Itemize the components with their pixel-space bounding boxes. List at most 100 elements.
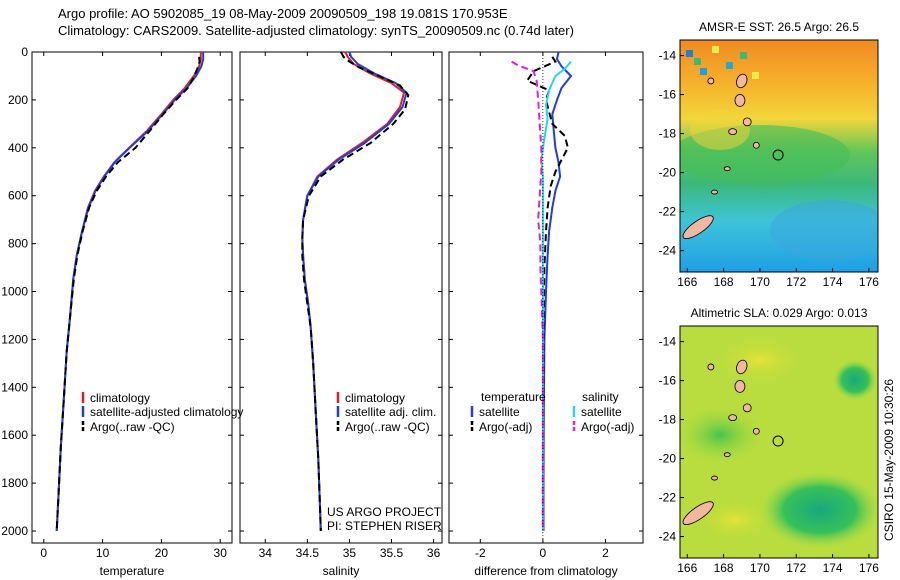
- difference-xtick-label: 0: [540, 546, 547, 560]
- sst-map-ytick-label: -20: [659, 166, 677, 180]
- sla-map-xtick-label: 170: [750, 561, 770, 575]
- temperature-panel: 0 10 20 30 0 200 400 600 800 1000 1200 1400 1600 1800…: [1, 45, 233, 578]
- temperature-xtick-label: 10: [96, 546, 110, 560]
- island: [734, 380, 746, 393]
- legend-temp-argo-label: Argo(..raw -QC): [90, 420, 175, 434]
- sla-map-ytick-label: -16: [659, 374, 677, 388]
- difference-xlabel: difference from climatology: [474, 564, 617, 578]
- legend-diff-sal-argo-label: Argo(-adj): [581, 420, 634, 434]
- salinity-xlabel: salinity: [323, 564, 360, 578]
- temperature-ytick-label: 1400: [1, 380, 28, 394]
- sla-map-ytick-label: -14: [659, 335, 677, 349]
- legend-diff-temp-header: temperature: [481, 390, 546, 404]
- legend-diff-sal-satellite-label: satellite: [581, 405, 622, 419]
- legend-diff-sal-header: salinity: [582, 390, 619, 404]
- sst-map-ytick-label: -14: [659, 49, 677, 63]
- sst-map-title: AMSR-E SST: 26.5 Argo: 26.5: [699, 20, 859, 34]
- sst-map-xtick-label: 168: [714, 275, 734, 289]
- sst-yellow-patch: [690, 110, 750, 150]
- sla-map-xtick-label: 168: [714, 561, 734, 575]
- series-temperature-argo-adj-: [525, 56, 569, 531]
- csiro-timestamp: CSIRO 15-May-2009 10:30:26: [882, 379, 896, 541]
- sst-cloud-pixel: [694, 58, 701, 65]
- legend-diff-temp-satellite-label: satellite: [479, 405, 520, 419]
- sst-map-ytick-label: -22: [659, 205, 677, 219]
- legend-temp-climatology-label: climatology: [90, 391, 150, 405]
- sla-map-ytick-label: -22: [659, 491, 677, 505]
- island: [728, 128, 738, 136]
- sst-blue-patch: [770, 200, 878, 260]
- sla-high-anomaly: [710, 334, 810, 386]
- sla-map-field: [680, 326, 878, 558]
- sst-map-ytick-label: -16: [659, 88, 677, 102]
- island: [707, 363, 715, 371]
- island: [711, 189, 718, 195]
- temperature-axes-frame: [31, 51, 233, 544]
- temperature-ytick-label: 1600: [1, 428, 28, 442]
- series-salinity-argo-adj-: [511, 60, 544, 531]
- legend-diff-temp-argo-label: Argo(-adj): [479, 420, 532, 434]
- sla-map-xtick-label: 172: [786, 561, 806, 575]
- legend-sal-satellite-label: satellite adj. clim.: [345, 405, 436, 419]
- island: [707, 77, 715, 85]
- sst-map-ytick-label: -24: [659, 244, 677, 258]
- sla-map-xtick-label: 176: [859, 561, 879, 575]
- island: [752, 427, 760, 435]
- sla-low-anomaly-2: [680, 405, 765, 465]
- island: [734, 94, 746, 107]
- sla-map-islands: [682, 359, 760, 525]
- sla-map-ytick-label: -18: [659, 413, 677, 427]
- sst-map-islands: [682, 73, 760, 239]
- temperature-ytick-label: 2000: [1, 524, 28, 538]
- island: [736, 73, 748, 89]
- sla-low-anomaly-3: [833, 360, 877, 400]
- temperature-ytick-label: 200: [8, 93, 28, 107]
- sst-map-xtick-label: 176: [859, 275, 879, 289]
- sst-cloud-pixel: [712, 46, 719, 53]
- temperature-ytick-label: 1000: [1, 285, 28, 299]
- sla-map-xtick-label: 166: [677, 561, 697, 575]
- project-label: US ARGO PROJECT: [327, 505, 442, 519]
- island: [723, 452, 731, 458]
- sst-map: 166 168 170 172 174 176 -14 -16 -18 -20 -22 -24 AMSR…: [659, 20, 880, 289]
- argo-float-marker: [772, 435, 784, 447]
- sst-cloud-pixel: [700, 68, 707, 75]
- sla-high-anomaly-2: [695, 498, 775, 542]
- island: [742, 403, 752, 413]
- sst-map-xtick-label: 172: [786, 275, 806, 289]
- difference-xtick-label: -2: [475, 546, 486, 560]
- salinity-xtick-label: 34: [259, 546, 273, 560]
- sla-map: 166 168 170 172 174 176 -14 -16 -18 -20 -22 -24 Alti…: [659, 306, 880, 575]
- legend-sal-climatology-label: climatology: [345, 391, 405, 405]
- island: [682, 501, 714, 525]
- legend-temp-satellite-label: satellite-adjusted climatology: [90, 405, 243, 419]
- temperature-xtick-label: 30: [214, 546, 228, 560]
- pi-label: PI: STEPHEN RISER: [327, 519, 442, 533]
- island: [723, 166, 731, 172]
- series-climatology: [55, 52, 202, 532]
- sst-map-xtick-label: 170: [750, 275, 770, 289]
- argo-float-marker: [772, 149, 784, 161]
- temperature-ytick-label: 600: [8, 189, 28, 203]
- salinity-xtick-label: 35: [343, 546, 357, 560]
- salinity-xtick-label: 35.5: [380, 546, 404, 560]
- sla-map-frame: [679, 325, 879, 559]
- difference-panel: -2 0 2 difference from climatology: [448, 51, 644, 578]
- difference-axes-frame: [448, 51, 644, 544]
- temperature-xlabel: temperature: [100, 564, 165, 578]
- sst-cloud-pixel: [686, 50, 693, 57]
- salinity-xtick-label: 34.5: [296, 546, 320, 560]
- figure-title-line1: Argo profile: AO 5902085_19 08-May-2009 …: [58, 6, 508, 21]
- island: [711, 475, 718, 481]
- temperature-ytick-label: 1800: [1, 476, 28, 490]
- series-satellite-adjusted-climatology: [55, 52, 205, 532]
- island: [728, 414, 738, 422]
- sla-map-title: Altimetric SLA: 0.029 Argo: 0.013: [691, 306, 868, 320]
- difference-xtick-label: 2: [602, 546, 609, 560]
- temperature-ytick-label: 400: [8, 141, 28, 155]
- series-satellite-adj-clim-: [301, 51, 408, 532]
- temperature-ytick-label: 1200: [1, 332, 28, 346]
- salinity-panel: 34 34.5 35 35.5 36 salinity: [239, 51, 443, 578]
